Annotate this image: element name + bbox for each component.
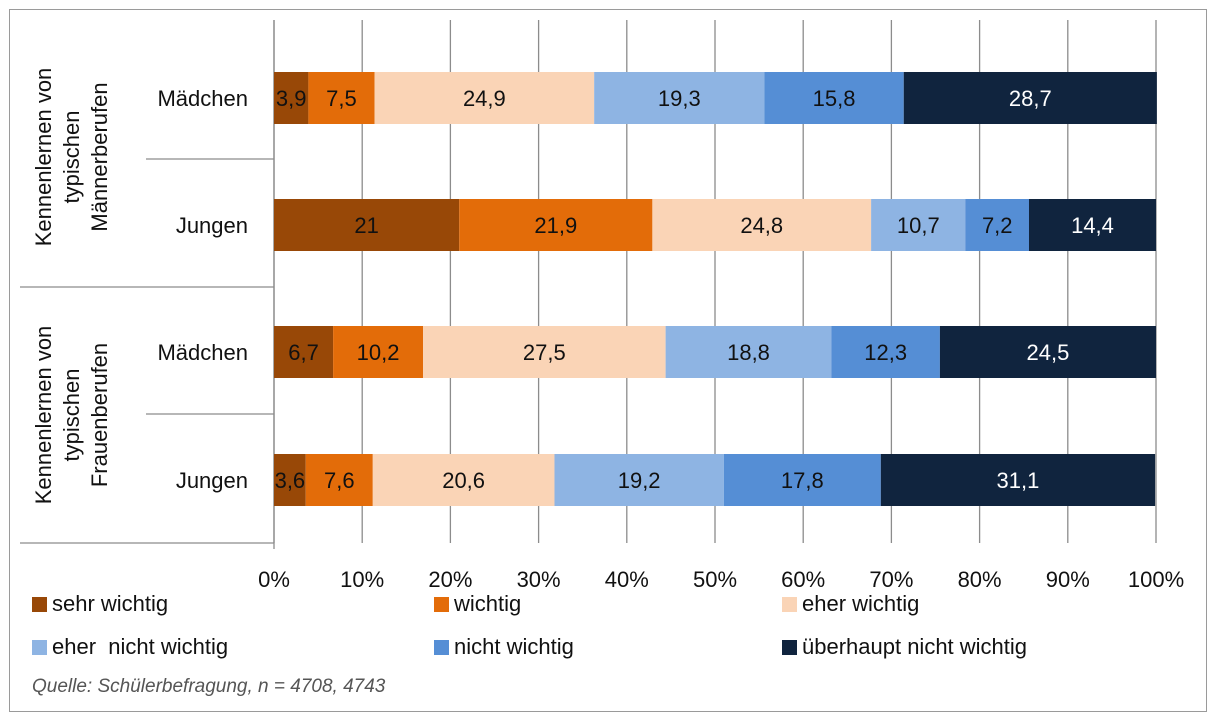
bar-segment: [880, 454, 1156, 506]
data-label: 31,1: [997, 468, 1040, 493]
data-label: 19,2: [618, 468, 661, 493]
group-label: Männerberufen: [87, 82, 112, 231]
bar-segment: [308, 72, 375, 124]
data-label: 7,6: [324, 468, 355, 493]
bar-segment: [274, 199, 460, 251]
data-label: 17,8: [781, 468, 824, 493]
x-tick-label: 90%: [1046, 567, 1090, 592]
bar-segment: [333, 326, 424, 378]
data-label: 24,8: [740, 213, 783, 238]
data-label: 10,2: [357, 340, 400, 365]
data-label: 28,7: [1009, 86, 1052, 111]
x-tick-label: 60%: [781, 567, 825, 592]
bar-segment: [871, 199, 966, 251]
bar-segment: [305, 454, 373, 506]
bar-segment: [939, 326, 1156, 378]
data-label: 21: [354, 213, 378, 238]
data-label: 24,9: [463, 86, 506, 111]
bar-segment: [372, 454, 555, 506]
bar-segment: [831, 326, 940, 378]
x-tick-label: 10%: [340, 567, 384, 592]
x-tick-label: 100%: [1128, 567, 1184, 592]
group-label: Kennenlernen von: [31, 326, 56, 505]
bar-segment: [554, 454, 724, 506]
bar-segment: [459, 199, 653, 251]
data-label: 27,5: [523, 340, 566, 365]
data-label: 7,5: [326, 86, 357, 111]
group-label: typischen: [59, 111, 84, 204]
x-tick-label: 70%: [869, 567, 913, 592]
bar-segment: [1028, 199, 1156, 251]
x-tick-labels: 0% 10% 20% 30% 40% 50% 60% 70% 80% 90% 100%: [258, 567, 1184, 592]
data-label: 20,6: [442, 468, 485, 493]
bar-segment: [965, 199, 1029, 251]
data-label: 19,3: [658, 86, 701, 111]
data-label: 21,9: [534, 213, 577, 238]
bar-segment: [274, 454, 306, 506]
x-tick-label: 30%: [517, 567, 561, 592]
bar-segment: [652, 199, 872, 251]
data-label: 7,2: [982, 213, 1013, 238]
bar-segment: [665, 326, 832, 378]
data-label: 12,3: [864, 340, 907, 365]
data-label: 3,9: [276, 86, 307, 111]
x-tick-label: 20%: [428, 567, 472, 592]
category-labels: Mädchen Jungen Mädchen Jungen: [157, 86, 248, 493]
x-tick-label: 80%: [958, 567, 1002, 592]
category-label: Mädchen: [157, 340, 248, 365]
data-label: 6,7: [288, 340, 319, 365]
bar-segment: [274, 326, 334, 378]
bar-segment: [594, 72, 765, 124]
data-label: 24,5: [1027, 340, 1070, 365]
bar-segment: [374, 72, 595, 124]
source-note: Quelle: Schülerbefragung, n = 4708, 4743: [32, 676, 386, 697]
group-label: typischen: [59, 369, 84, 462]
x-tick-label: 40%: [605, 567, 649, 592]
data-label: 3,6: [275, 468, 306, 493]
x-tick-label: 0%: [258, 567, 290, 592]
data-label: 10,7: [897, 213, 940, 238]
data-label: 18,8: [727, 340, 770, 365]
bar-segment: [423, 326, 666, 378]
bar-segment: [764, 72, 904, 124]
group-label: Frauenberufen: [87, 343, 112, 487]
data-label: 14,4: [1071, 213, 1114, 238]
bar-segment: [723, 454, 881, 506]
bar-segment: [274, 72, 309, 124]
category-label: Jungen: [176, 468, 248, 493]
x-tick-label: 50%: [693, 567, 737, 592]
data-label: 15,8: [813, 86, 856, 111]
category-label: Jungen: [176, 213, 248, 238]
group-labels: Kennenlernen von typischen MännerberufenKe…: [31, 68, 112, 505]
bar-segment: [903, 72, 1157, 124]
bars: 3,9 7,5 24,9 19,3 15,8 28,7 21 21,9 24,8 10,7 7,2 1…: [274, 72, 1157, 506]
category-label: Mädchen: [157, 86, 248, 111]
group-label: Kennenlernen von: [31, 68, 56, 247]
